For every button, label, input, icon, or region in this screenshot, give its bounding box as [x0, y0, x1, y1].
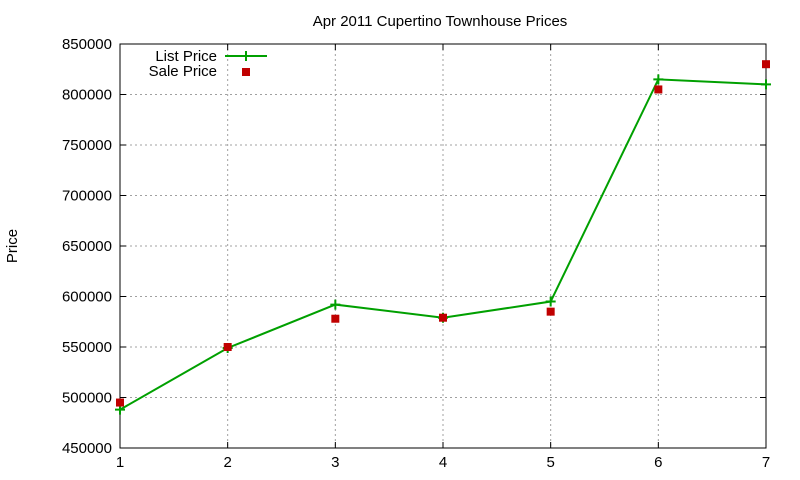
list-price-point [653, 74, 664, 85]
series-layer [115, 60, 771, 415]
x-tick-label: 4 [439, 454, 447, 471]
legend-marker-list-price [241, 51, 251, 61]
y-tick-label: 850000 [62, 36, 112, 53]
x-tick-label: 7 [762, 454, 770, 471]
x-tick-label: 2 [223, 454, 231, 471]
chart-title: Apr 2011 Cupertino Townhouse Prices [313, 13, 568, 30]
y-tick-label: 500000 [62, 390, 112, 407]
y-tick-label: 800000 [62, 87, 112, 104]
sale-price-point [331, 314, 340, 323]
y-tick-label: 750000 [62, 137, 112, 154]
legend-label-list-price: List Price [155, 48, 217, 65]
sale-price-point [546, 307, 555, 316]
y-tick-label: 700000 [62, 188, 112, 205]
grid-layer [120, 44, 766, 448]
list-price-point [761, 79, 771, 90]
y-tick-label: 550000 [62, 339, 112, 356]
y-tick-label: 600000 [62, 289, 112, 306]
sale-price-point [762, 60, 770, 69]
x-tick-label: 1 [116, 454, 124, 471]
list-price-point [330, 299, 341, 310]
x-tick-label: 6 [654, 454, 662, 471]
sale-price-point [654, 85, 663, 94]
sale-price-point [116, 398, 124, 407]
x-tick-label: 3 [331, 454, 339, 471]
sale-price-point [223, 343, 232, 351]
sale-price-point [439, 313, 447, 322]
ticks-layer: 450000 500000 550000 600000 650000 700000 7500… [62, 36, 770, 471]
legend-marker-sale-price [242, 68, 250, 76]
x-tick-label: 5 [546, 454, 554, 471]
y-tick-label: 450000 [62, 440, 112, 457]
list-price-point [545, 296, 556, 307]
legend-label-sale-price: Sale Price [149, 63, 217, 80]
y-axis-label: Price [4, 229, 21, 263]
y-tick-label: 650000 [62, 238, 112, 255]
